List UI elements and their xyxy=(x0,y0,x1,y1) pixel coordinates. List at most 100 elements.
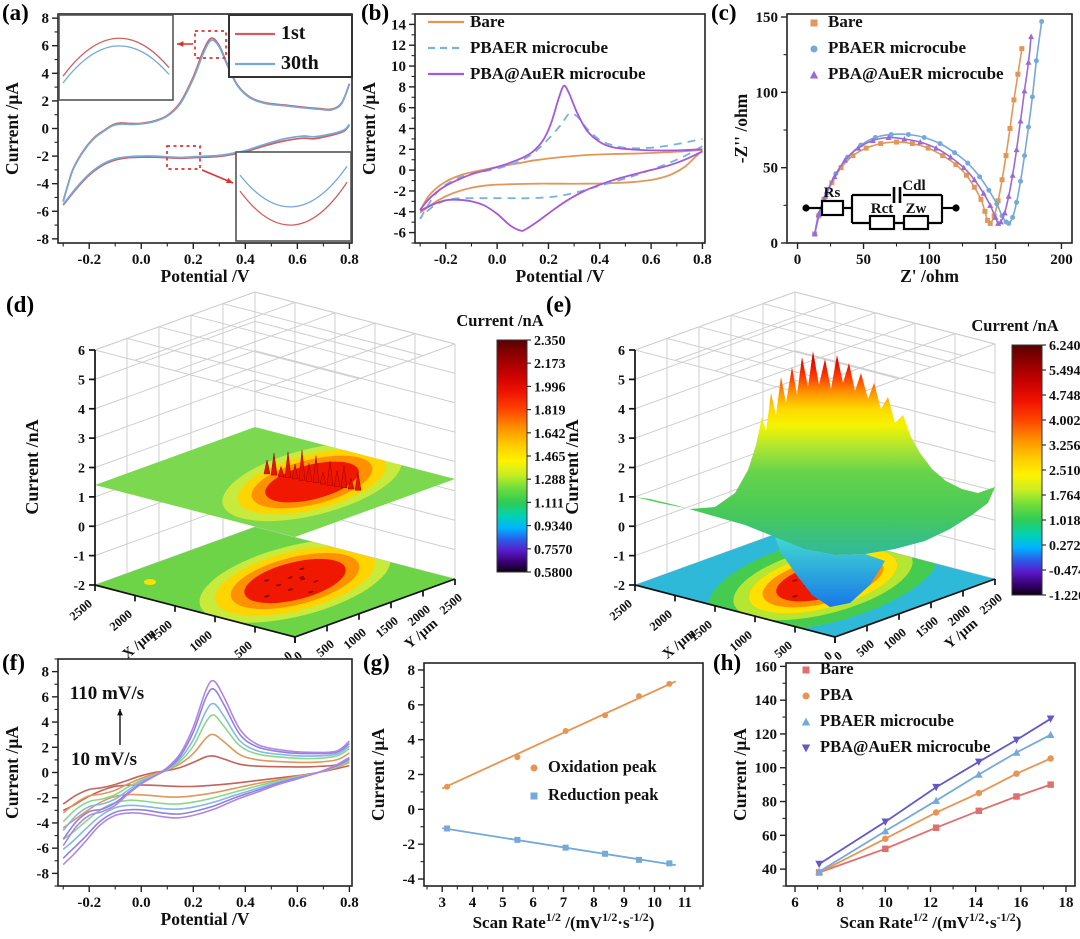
svg-text:-Z'' /ohm: -Z'' /ohm xyxy=(731,93,751,163)
svg-text:Bare: Bare xyxy=(470,12,505,31)
svg-text:12: 12 xyxy=(923,895,938,911)
svg-text:0.7570: 0.7570 xyxy=(534,543,573,558)
svg-text:-1: -1 xyxy=(73,550,85,565)
panel-f-plot: -0.2 0.0 0.2 0.4 0.6 0.8 -8 -6 -4 -2 0 2 4 6 8 Current … xyxy=(2,658,359,929)
svg-text:Current /µA: Current /µA xyxy=(359,82,379,175)
svg-text:-4: -4 xyxy=(403,872,416,888)
svg-text:-8: -8 xyxy=(37,866,50,882)
svg-text:-4: -4 xyxy=(394,205,407,221)
svg-text:0: 0 xyxy=(771,236,779,252)
panel-e-label: (e) xyxy=(546,292,572,317)
svg-text:4: 4 xyxy=(399,122,407,138)
panel-e-secm-3d-map: 6 5 4 3 2 1 0 -1 -2 2500 0 2000 500 1500 1000 1000 1500 5… xyxy=(540,285,1080,663)
svg-text:4: 4 xyxy=(408,733,416,749)
svg-text:4: 4 xyxy=(42,715,50,731)
svg-text:120: 120 xyxy=(755,727,778,743)
svg-text:-0.2: -0.2 xyxy=(434,252,458,268)
svg-text:0.6: 0.6 xyxy=(642,252,661,268)
svg-text:3: 3 xyxy=(78,432,85,447)
svg-text:6: 6 xyxy=(791,895,799,911)
panel-b-label: (b) xyxy=(361,0,390,25)
svg-text:4.002: 4.002 xyxy=(1049,414,1080,429)
svg-text:2: 2 xyxy=(42,740,50,756)
svg-text:2500: 2500 xyxy=(607,597,635,624)
svg-text:0.8: 0.8 xyxy=(340,252,359,268)
svg-text:100: 100 xyxy=(756,85,779,101)
svg-text:1.018: 1.018 xyxy=(1049,514,1080,529)
svg-text:-2: -2 xyxy=(613,579,625,594)
svg-text:4: 4 xyxy=(42,66,50,82)
panel-d-label: (d) xyxy=(6,292,35,317)
panel-h-plot: 6 8 10 12 14 16 18 40 60 80 100 120 140 160 Current /µ… xyxy=(730,659,1076,932)
svg-text:0.6: 0.6 xyxy=(288,252,307,268)
svg-text:6: 6 xyxy=(408,698,416,714)
svg-text:2000: 2000 xyxy=(107,607,135,634)
svg-text:6: 6 xyxy=(529,895,537,911)
svg-text:1st: 1st xyxy=(281,22,306,44)
svg-text:2: 2 xyxy=(408,768,416,784)
svg-text:2500: 2500 xyxy=(977,591,1005,618)
svg-text:200: 200 xyxy=(1050,252,1073,268)
svg-text:1500: 1500 xyxy=(913,614,941,641)
svg-text:0: 0 xyxy=(42,122,50,138)
svg-text:Current /nA: Current /nA xyxy=(971,316,1058,335)
svg-text:-2: -2 xyxy=(73,579,85,594)
svg-text:5: 5 xyxy=(78,373,85,388)
svg-text:Rs: Rs xyxy=(824,185,841,201)
svg-text:6: 6 xyxy=(399,101,407,117)
svg-text:Potential /V: Potential /V xyxy=(516,266,605,286)
svg-text:3: 3 xyxy=(618,432,625,447)
svg-text:Current /µA: Current /µA xyxy=(368,728,388,821)
svg-text:0.6: 0.6 xyxy=(288,895,307,911)
svg-text:0.2720: 0.2720 xyxy=(1049,539,1080,554)
svg-text:2.173: 2.173 xyxy=(534,357,566,372)
svg-text:7: 7 xyxy=(560,895,568,911)
svg-text:160: 160 xyxy=(755,659,778,675)
svg-text:0.4: 0.4 xyxy=(236,252,255,268)
svg-text:Current /µA: Current /µA xyxy=(2,726,22,819)
svg-text:0: 0 xyxy=(42,766,50,782)
svg-text:0.0: 0.0 xyxy=(132,252,151,268)
svg-text:2500: 2500 xyxy=(437,591,465,618)
svg-text:1.111: 1.111 xyxy=(534,496,564,511)
svg-text:Z' /ohm: Z' /ohm xyxy=(900,266,959,286)
svg-text:-6: -6 xyxy=(37,204,50,220)
svg-text:PBA@AuER microcube: PBA@AuER microcube xyxy=(820,737,990,756)
svg-text:1.642: 1.642 xyxy=(534,427,566,442)
panel-g-label: (g) xyxy=(363,650,390,675)
svg-text:4.748: 4.748 xyxy=(1049,389,1080,404)
svg-text:Scan Rate1/2 /(mV1/2·s-1/2): Scan Rate1/2 /(mV1/2·s-1/2) xyxy=(840,910,1022,932)
svg-text:Reduction peak: Reduction peak xyxy=(548,785,659,804)
panel-f-label: (f) xyxy=(2,650,25,675)
svg-text:4: 4 xyxy=(618,403,625,418)
svg-text:0.0: 0.0 xyxy=(488,252,507,268)
svg-text:1.288: 1.288 xyxy=(534,473,566,488)
panel-b-plot: -0.2 0.0 0.2 0.4 0.6 0.8 -6 -4 -2 0 2 4 6 8 10 12 14 Curr… xyxy=(359,12,712,286)
svg-text:14: 14 xyxy=(391,17,407,33)
svg-text:2000: 2000 xyxy=(647,607,675,634)
svg-text:-2: -2 xyxy=(394,184,407,200)
svg-text:Zw: Zw xyxy=(906,201,927,217)
svg-text:4: 4 xyxy=(469,895,477,911)
svg-text:5: 5 xyxy=(499,895,507,911)
svg-text:-1: -1 xyxy=(613,550,625,565)
svg-text:140: 140 xyxy=(755,693,778,709)
svg-text:0.2: 0.2 xyxy=(184,895,203,911)
svg-text:1500: 1500 xyxy=(373,614,401,641)
svg-text:0.2: 0.2 xyxy=(184,252,203,268)
svg-text:-2: -2 xyxy=(37,791,50,807)
svg-text:10: 10 xyxy=(878,895,893,911)
svg-text:50: 50 xyxy=(856,252,871,268)
svg-text:2.350: 2.350 xyxy=(534,334,566,349)
svg-text:2500: 2500 xyxy=(67,597,95,624)
svg-text:Scan Rate1/2 /(mV1/2·s-1/2): Scan Rate1/2 /(mV1/2·s-1/2) xyxy=(473,910,655,932)
svg-text:3.256: 3.256 xyxy=(1049,439,1080,454)
svg-text:10: 10 xyxy=(391,59,406,75)
svg-text:6: 6 xyxy=(42,39,50,55)
svg-text:Current /µA: Current /µA xyxy=(730,728,750,821)
panel-b-cv-comparison-chart: -0.2 0.0 0.2 0.4 0.6 0.8 -6 -4 -2 0 2 4 6 8 10 12 14 Curr… xyxy=(359,0,712,286)
svg-text:5: 5 xyxy=(618,373,625,388)
svg-text:110 mV/s: 110 mV/s xyxy=(70,683,144,704)
svg-text:2: 2 xyxy=(42,94,50,110)
